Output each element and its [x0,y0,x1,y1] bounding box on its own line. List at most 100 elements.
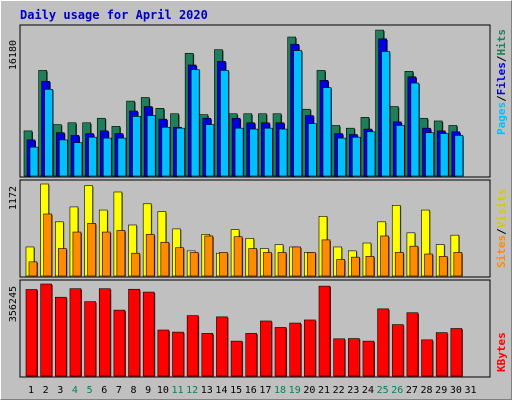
bar-pages-day-15 [234,127,244,177]
bar-pages-day-8 [132,116,141,177]
bar-sites-day-11 [175,247,184,277]
bar-sites-day-20 [307,252,316,277]
day-label-17: 17 [259,385,271,396]
visits-legend-visits: Visits [495,189,508,229]
bar-kbytes-day-26 [391,324,404,377]
bar-pages-day-5 [88,136,97,177]
bar-kbytes-day-6 [98,288,111,377]
bar-pages-day-28 [425,132,434,177]
bar-sites-day-12 [189,252,199,277]
label-layer: 161801172356245Pages/Files/HitsSites/Vis… [8,29,508,396]
visits-legend: Sites/Visits [495,189,508,269]
bar-kbytes-day-2 [40,283,52,377]
bar-sites-day-1 [28,261,38,277]
bar-sites-day-19 [292,246,302,277]
bar-kbytes-day-12 [186,315,199,377]
bar-pages-day-24 [366,131,376,177]
bar-pages-day-29 [439,133,449,177]
day-label-18: 18 [274,385,286,396]
kbytes-legend-kbytes: KBytes [495,332,508,372]
bar-pages-day-20 [308,123,317,177]
visits-legend-sites: Sites [495,235,508,268]
bar-kbytes-day-23 [347,338,360,377]
day-label-7: 7 [116,385,122,396]
bar-sites-day-15 [233,236,243,277]
day-label-19: 19 [289,385,301,396]
day-label-6: 6 [101,385,107,396]
day-label-26: 26 [391,385,403,396]
bar-kbytes-day-15 [230,340,243,377]
bar-kbytes-day-9 [142,291,155,377]
bar-pages-day-17 [264,127,273,177]
bar-kbytes-day-1 [25,289,38,377]
visits-legend-sep: / [495,228,508,235]
day-label-8: 8 [131,385,137,396]
bar-pages-day-13 [205,124,215,177]
hits-legend-files: Files [495,62,508,95]
bar-sites-day-21 [321,239,331,277]
bar-sites-day-24 [365,256,375,277]
day-label-13: 13 [201,385,213,396]
bar-kbytes-day-16 [245,333,258,377]
bar-pages-day-21 [322,87,332,177]
hits-legend: Pages/Files/Hits [495,29,508,135]
bar-kbytes-day-10 [157,329,170,377]
bar-sites-day-8 [131,252,140,277]
bar-sites-day-4 [72,231,82,277]
bar-kbytes-day-20 [304,319,316,377]
bar-pages-day-27 [410,82,420,177]
bar-kbytes-day-8 [128,288,140,377]
day-label-30: 30 [450,385,462,396]
bar-pages-day-11 [176,127,185,177]
bar-kbytes-day-25 [377,308,389,377]
day-label-12: 12 [186,385,198,396]
hits-legend-sep: / [495,95,508,102]
day-label-9: 9 [145,385,151,396]
bar-kbytes-day-21 [318,285,331,377]
day-label-25: 25 [377,385,389,396]
bar-kbytes-day-27 [406,312,419,377]
bar-kbytes-day-14 [216,316,228,377]
bar-sites-day-10 [160,241,170,277]
bar-pages-day-6 [102,137,112,177]
day-label-1: 1 [28,385,34,396]
day-label-11: 11 [171,385,183,396]
bar-kbytes-day-24 [362,340,375,377]
bar-pages-day-16 [249,128,259,177]
day-label-22: 22 [333,385,345,396]
bar-sites-day-26 [394,252,404,277]
bar-pages-day-19 [293,50,303,177]
day-label-14: 14 [215,385,227,396]
bar-pages-day-7 [117,137,127,177]
bar-sites-day-3 [57,248,67,277]
bar-sites-day-23 [350,256,360,277]
bar-kbytes-day-17 [260,320,272,377]
bar-sites-day-22 [336,259,345,277]
bar-layer [23,29,464,377]
bar-pages-day-23 [351,136,361,177]
bar-sites-day-9 [145,234,155,277]
hits-legend-sep: / [495,55,508,62]
hits-legend-pages: Pages [495,102,508,135]
bar-kbytes-day-28 [421,339,433,377]
bar-pages-day-26 [395,125,405,177]
bar-pages-day-14 [220,70,229,177]
bar-sites-day-30 [453,252,463,277]
bar-sites-day-7 [116,230,126,277]
bar-kbytes-day-3 [54,296,67,377]
bar-kbytes-day-29 [435,332,448,377]
day-label-4: 4 [72,385,78,396]
day-label-27: 27 [406,385,418,396]
bar-pages-day-3 [58,139,68,177]
bar-kbytes-day-30 [450,328,463,377]
day-label-15: 15 [230,385,242,396]
bar-pages-day-1 [29,146,39,177]
bar-kbytes-day-11 [172,331,184,377]
bar-pages-day-10 [161,126,171,177]
y-max-label-kbytes: 356245 [8,286,19,322]
kbytes-legend: KBytes [495,332,508,372]
bar-kbytes-day-22 [333,338,345,377]
day-label-29: 29 [435,385,447,396]
bar-sites-day-16 [248,248,258,277]
